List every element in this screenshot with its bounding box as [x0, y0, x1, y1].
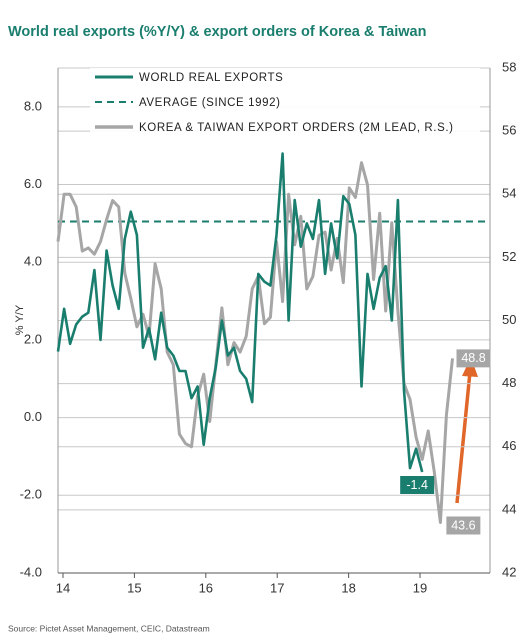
value-label-box — [456, 349, 491, 368]
y-tick-label: 2.0 — [24, 331, 42, 346]
y2-tick-label: 44 — [502, 501, 516, 516]
y2-tick-label: 54 — [502, 186, 516, 201]
value-label: -1.4 — [406, 478, 428, 492]
legend-label: AVERAGE (SINCE 1992) — [139, 97, 281, 109]
y2-tick-label: 50 — [502, 312, 516, 327]
legend-bg — [90, 93, 480, 111]
y-tick-label: -4.0 — [20, 564, 42, 579]
y-tick-label: 8.0 — [24, 98, 42, 113]
legend-label: WORLD REAL EXPORTS — [139, 72, 283, 84]
y2-tick-label: 46 — [502, 438, 516, 453]
value-label: 43.6 — [451, 518, 475, 532]
value-label-box — [446, 516, 481, 535]
y2-tick-label: 56 — [502, 123, 516, 138]
x-tick-label: 15 — [127, 580, 141, 595]
y-tick-label: 4.0 — [24, 254, 42, 269]
legend-bg — [90, 68, 480, 86]
legend-bg — [90, 118, 480, 136]
legend-label: KOREA & TAIWAN EXPORT ORDERS (2M LEAD, R… — [139, 122, 454, 134]
y2-tick-label: 42 — [502, 564, 516, 579]
y2-tick-label: 58 — [502, 59, 516, 74]
y-axis-label: % Y/Y — [14, 304, 26, 335]
x-tick-label: 14 — [56, 580, 70, 595]
y-tick-label: 6.0 — [24, 176, 42, 191]
y2-tick-label: 52 — [502, 249, 516, 264]
arrow — [455, 357, 478, 504]
y-tick-label: -2.0 — [20, 487, 42, 502]
value-label-box — [400, 476, 435, 494]
y-tick-label: 0.0 — [24, 409, 42, 424]
y2-tick-label: 48 — [502, 375, 516, 390]
value-label: 48.8 — [461, 351, 485, 365]
x-tick-label: 17 — [270, 580, 284, 595]
x-tick-label: 18 — [341, 580, 355, 595]
x-tick-label: 19 — [413, 580, 427, 595]
source: Source: Pictet Asset Management, CEIC, D… — [8, 623, 210, 633]
series-line — [56, 152, 424, 473]
chart-title: World real exports (%Y/Y) & export order… — [8, 24, 426, 40]
x-tick-label: 16 — [199, 580, 213, 595]
